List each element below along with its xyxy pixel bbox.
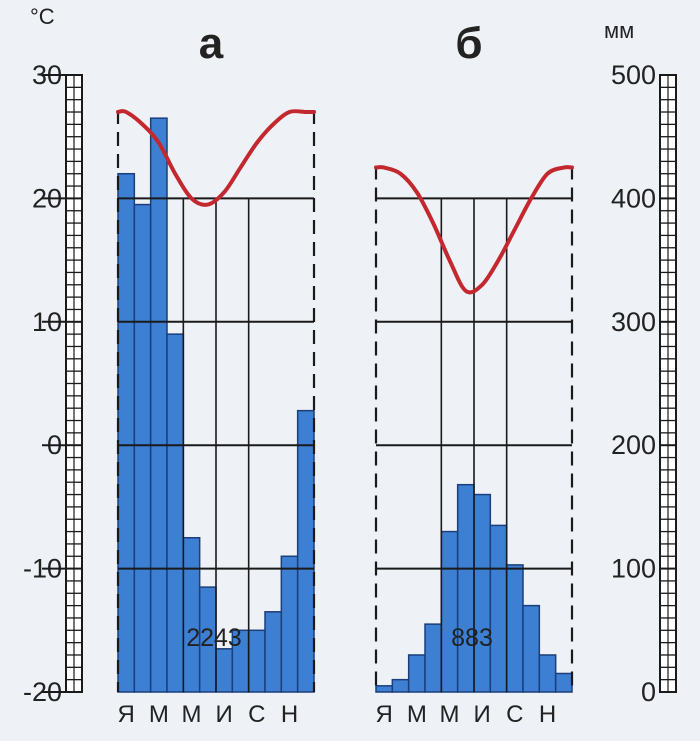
precipitation-scale — [659, 74, 677, 693]
temperature-scale — [65, 74, 83, 693]
panel-b-bar — [505, 564, 524, 693]
panel-a-month-label: И — [216, 701, 233, 728]
panel-b-month-label: М — [407, 701, 427, 728]
panel-b-month-label: М — [440, 701, 460, 728]
panel-a-month-label: М — [182, 701, 202, 728]
panel-a-bar — [215, 648, 234, 693]
panel-a-month-label: С — [248, 701, 265, 728]
panel-a-month-label: М — [149, 701, 169, 728]
precipitation-tick-label: 0 — [641, 677, 656, 707]
panel-a-title: а — [199, 19, 224, 68]
panel-b-bar — [440, 530, 459, 693]
panel-a-bar — [166, 333, 185, 693]
panel-a-bar — [149, 117, 168, 693]
panel-b-bar — [489, 524, 508, 693]
temperature-unit-label: °C — [30, 4, 55, 29]
panel-b-bar — [473, 493, 492, 693]
precipitation-tick-label: 300 — [611, 307, 656, 337]
panel-b-bar — [407, 654, 426, 693]
panel-a-bar — [296, 409, 315, 693]
panel-a-bar — [117, 172, 136, 693]
precipitation-tick-label: 200 — [611, 430, 656, 460]
panel-a-month-label: Я — [117, 701, 134, 728]
panel-b-annual-total: 883 — [451, 624, 493, 652]
precipitation-unit-label: мм — [604, 18, 634, 43]
panel-b-title: б — [455, 19, 482, 68]
panel-a-month-label: Н — [281, 701, 298, 728]
panel-b-bar — [456, 483, 475, 693]
panel-a-bar — [133, 203, 152, 693]
panel-b-temperature-line — [374, 165, 574, 295]
panel-a-bar — [247, 629, 266, 693]
panel-b-bar — [522, 604, 541, 693]
panel-b-month-label: Я — [375, 701, 392, 728]
panel-b-bar — [375, 685, 394, 693]
precipitation-tick-label: 500 — [611, 60, 656, 90]
panel-b-bar — [391, 678, 410, 693]
panel-b-bar — [538, 654, 557, 693]
precipitation-tick-label: 400 — [611, 183, 656, 213]
panel-b-month-label: И — [474, 701, 491, 728]
panel-b-month-label: С — [506, 701, 523, 728]
panel-b-bar — [424, 623, 443, 693]
panel-a-temperature-line — [116, 109, 316, 207]
precipitation-tick-label: 100 — [611, 554, 656, 584]
panel-a-bar — [264, 611, 283, 693]
panel-b-bar — [554, 672, 573, 693]
panel-a-annual-total: 2243 — [186, 624, 242, 652]
panel-a-bar — [280, 555, 299, 693]
panel-a-bar — [182, 537, 201, 693]
panel-b-month-label: Н — [539, 701, 556, 728]
